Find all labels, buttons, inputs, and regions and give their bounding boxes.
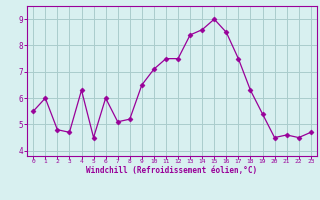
- X-axis label: Windchill (Refroidissement éolien,°C): Windchill (Refroidissement éolien,°C): [86, 166, 258, 175]
